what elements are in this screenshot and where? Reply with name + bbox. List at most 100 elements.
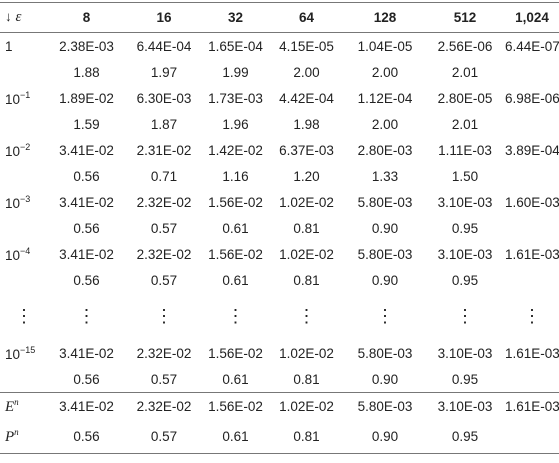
- cell: 2.80E-03: [357, 142, 413, 158]
- cell: 1.61E-03: [505, 392, 559, 419]
- cell: 1.56E-02: [203, 392, 268, 419]
- table-row: En 3.41E-02 2.32E-02 1.56E-02 1.02E-02 5.80E-…: [0, 392, 559, 419]
- cell: 2.01: [451, 64, 479, 80]
- cell: 1.04E-05: [357, 38, 413, 54]
- empty-cell: [505, 111, 559, 137]
- cell: 0.90: [371, 272, 399, 288]
- results-table: ↓ ε 8 16 32 64 128 512 1,024 1 2.38E-03 6.44E-04 1.…: [0, 2, 559, 454]
- cell: 4.42E-04: [279, 90, 334, 106]
- cell: 0.56: [73, 220, 100, 236]
- cell: 2.00: [371, 64, 399, 80]
- row-label-base: 10: [5, 195, 21, 211]
- cell: 1.20: [293, 168, 320, 184]
- cell: 0.57: [150, 272, 178, 288]
- cell: 1.50: [451, 168, 479, 184]
- empty-cell: [505, 419, 559, 454]
- corner-header: ↓ ε: [0, 2, 48, 33]
- cell: 0.95: [451, 220, 479, 236]
- cell: 1.11E-03: [438, 142, 492, 158]
- table-row: ↓ ε 8 16 32 64 128 512 1,024: [0, 2, 559, 33]
- cell: 3.41E-02: [59, 345, 114, 361]
- cell: 3.89E-04: [505, 142, 559, 158]
- empty-cell: [0, 366, 48, 393]
- cell: 0.61: [222, 272, 249, 288]
- column-header: 32: [203, 2, 268, 33]
- row-label-symbol-wrap: En: [5, 397, 19, 415]
- cell: 2.32E-02: [136, 246, 192, 262]
- cell: 5.80E-03: [357, 246, 413, 262]
- cell: 1.98: [293, 116, 320, 132]
- cell: 1.56E-02: [208, 246, 263, 262]
- corner-symbol: ε: [15, 9, 22, 25]
- table-row: ⋮ ⋮ ⋮ ⋮ ⋮ ⋮ ⋮ ⋮: [0, 293, 559, 340]
- cell: 0.95: [451, 371, 479, 387]
- cell: 1.88: [73, 64, 100, 80]
- column-header: 16: [125, 2, 203, 33]
- cell: 2.32E-02: [125, 392, 203, 419]
- cell: 1.02E-02: [279, 246, 334, 262]
- cell: 2.32E-02: [136, 194, 192, 210]
- cell: 1.73E-03: [208, 90, 263, 106]
- cell: 0.81: [293, 371, 320, 387]
- cell: 2.00: [371, 116, 399, 132]
- cell: 0.95: [451, 272, 479, 288]
- row-label-exponent: −3: [20, 193, 31, 204]
- table-row: 0.56 0.71 1.16 1.20 1.33 1.50: [0, 163, 559, 189]
- cell: 4.15E-05: [279, 38, 334, 54]
- ellipsis: ⋮: [376, 306, 394, 326]
- ellipsis: ⋮: [155, 306, 173, 326]
- empty-cell: [0, 111, 48, 137]
- row-label: 10−2: [0, 137, 48, 163]
- cell: 1.99: [222, 64, 249, 80]
- cell: 0.95: [425, 419, 505, 454]
- table-body: ↓ ε 8 16 32 64 128 512 1,024 1 2.38E-03 6.44E-04 1.…: [0, 2, 559, 454]
- cell: 1.61E-03: [505, 246, 559, 262]
- cell: 0.81: [268, 419, 345, 454]
- cell: 1.42E-02: [208, 142, 263, 158]
- cell: 3.41E-02: [59, 194, 114, 210]
- row-label-base: 10: [5, 143, 21, 159]
- row-label: 1: [0, 33, 48, 60]
- table-row: 1.88 1.97 1.99 2.00 2.00 2.01: [0, 59, 559, 85]
- cell: 5.80E-03: [357, 194, 413, 210]
- row-label-symbol-wrap: Pn: [5, 427, 19, 445]
- row-label-exponent: −15: [20, 344, 36, 355]
- empty-cell: [0, 215, 48, 241]
- empty-cell: [0, 59, 48, 85]
- row-label-base: 10: [5, 346, 21, 362]
- row-label: 10−3: [0, 189, 48, 215]
- table-row: 10−1 1.89E-02 6.30E-03 1.73E-03 4.42E-04 1.12…: [0, 85, 559, 111]
- cell: 0.61: [222, 220, 249, 236]
- cell: 0.57: [125, 419, 203, 454]
- cell: 0.56: [73, 371, 100, 387]
- cell: 2.32E-02: [136, 345, 192, 361]
- cell: 0.57: [150, 220, 178, 236]
- cell: 2.56E-06: [437, 38, 493, 54]
- cell: 0.90: [345, 419, 425, 454]
- row-label: En: [0, 392, 48, 419]
- cell: 2.01: [451, 116, 479, 132]
- column-header: 512: [425, 2, 505, 33]
- cell: 1.96: [222, 116, 249, 132]
- cell: 1.60E-03: [505, 194, 559, 210]
- table-row: 1 2.38E-03 6.44E-04 1.65E-04 4.15E-05 1.04E-0…: [0, 33, 559, 60]
- table-row: 0.56 0.57 0.61 0.81 0.90 0.95: [0, 366, 559, 393]
- table-row: 0.56 0.57 0.61 0.81 0.90 0.95: [0, 267, 559, 293]
- cell: 1.61E-03: [505, 345, 559, 361]
- cell: 1.56E-02: [208, 345, 263, 361]
- cell: 3.41E-02: [59, 142, 114, 158]
- cell: 1.02E-02: [279, 194, 334, 210]
- row-label-exponent: −1: [20, 89, 31, 100]
- cell: 1.87: [150, 116, 178, 132]
- cell: 0.56: [73, 168, 100, 184]
- corner-arrow: ↓: [5, 9, 12, 24]
- cell: 1.02E-02: [279, 345, 334, 361]
- cell: 0.71: [150, 168, 178, 184]
- cell: 1.33: [371, 168, 399, 184]
- empty-cell: [505, 59, 559, 85]
- cell: 1.59: [73, 116, 100, 132]
- cell: 0.81: [293, 272, 320, 288]
- cell: 3.10E-03: [425, 392, 505, 419]
- cell: 3.10E-03: [437, 194, 493, 210]
- cell: 0.61: [203, 419, 268, 454]
